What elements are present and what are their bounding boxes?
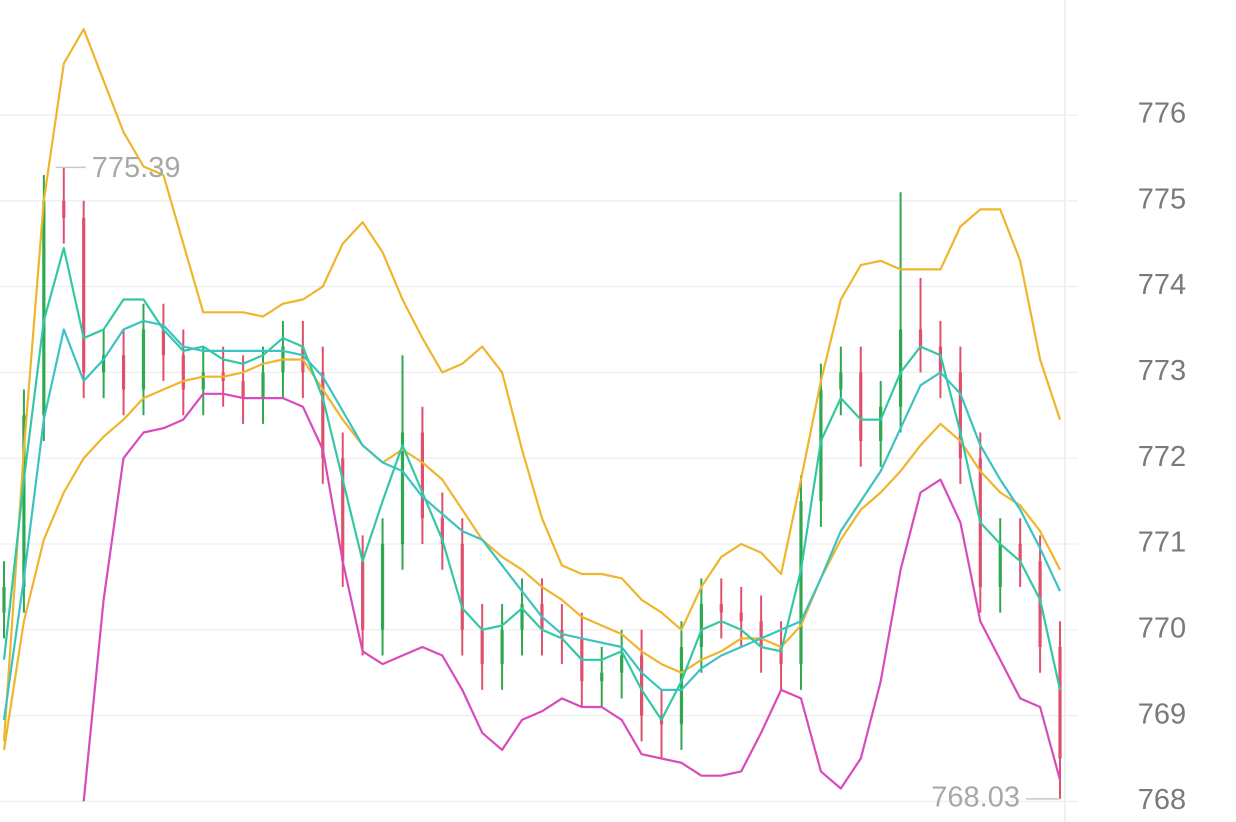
- bar-body: [341, 458, 345, 562]
- bar-body: [201, 372, 205, 390]
- bar-body: [261, 372, 265, 399]
- bar-body: [879, 406, 883, 442]
- y-tick-label: 775: [1138, 183, 1186, 215]
- bar-body: [480, 629, 484, 665]
- grid: [0, 114, 1078, 803]
- indicator-line: [2, 246, 1062, 721]
- bar-body: [420, 432, 425, 519]
- bar-body: [241, 380, 245, 399]
- bar-body: [102, 355, 106, 373]
- bar-body: [779, 646, 783, 665]
- bar-body: [400, 432, 405, 544]
- indicator-line: [2, 28, 1062, 742]
- bar-body: [839, 372, 843, 390]
- bar-body: [141, 329, 146, 390]
- y-tick-label: 769: [1138, 698, 1186, 730]
- labels: 768 769 770 771 772 773 774 775 776 775.39 768.03: [55, 98, 1186, 816]
- bar-body: [520, 604, 524, 630]
- bar-body: [2, 586, 6, 613]
- bar-body: [361, 561, 365, 630]
- bar-body: [918, 329, 923, 347]
- bar-body: [759, 621, 763, 647]
- bar-body: [1058, 646, 1062, 759]
- y-tick-label: 771: [1138, 527, 1186, 559]
- bar-body: [161, 329, 165, 356]
- bar-body: [380, 543, 385, 630]
- bar-body: [799, 501, 803, 665]
- bar-body: [639, 655, 644, 716]
- bar-body: [321, 372, 325, 459]
- indicator-line: [2, 319, 1061, 721]
- y-tick-label: 770: [1138, 612, 1186, 644]
- indicator-line: [2, 358, 1061, 751]
- bar-body: [958, 372, 962, 459]
- bar-body: [998, 543, 1002, 587]
- y-tick-label: 768: [1138, 784, 1186, 816]
- y-tick-label: 776: [1138, 98, 1186, 130]
- bar-body: [460, 543, 464, 630]
- min-label: 768.03: [931, 781, 1020, 813]
- bar-body: [620, 655, 624, 673]
- y-tick-label: 773: [1138, 355, 1186, 387]
- bar-body: [899, 329, 903, 407]
- bar-body: [719, 604, 723, 613]
- bar-body: [121, 355, 126, 390]
- bar-body: [600, 672, 604, 682]
- bar-body: [440, 518, 444, 544]
- bar-body: [42, 200, 46, 416]
- bar-body: [699, 604, 703, 647]
- bar-body: [181, 355, 185, 390]
- bar-body: [1018, 543, 1022, 562]
- bar-body: [500, 629, 504, 665]
- bar-body: [938, 346, 943, 373]
- y-tick-label: 774: [1138, 269, 1186, 301]
- bar-body: [82, 217, 86, 373]
- bar-body: [859, 372, 863, 442]
- max-label: 775.39: [92, 152, 181, 184]
- bar-body: [62, 200, 66, 218]
- y-tick-label: 772: [1138, 441, 1186, 473]
- plot-area: [2, 28, 1062, 802]
- bar-body: [679, 646, 684, 725]
- bar-body: [22, 415, 26, 587]
- bar-body: [739, 612, 743, 622]
- indicator-line: [82, 392, 1062, 802]
